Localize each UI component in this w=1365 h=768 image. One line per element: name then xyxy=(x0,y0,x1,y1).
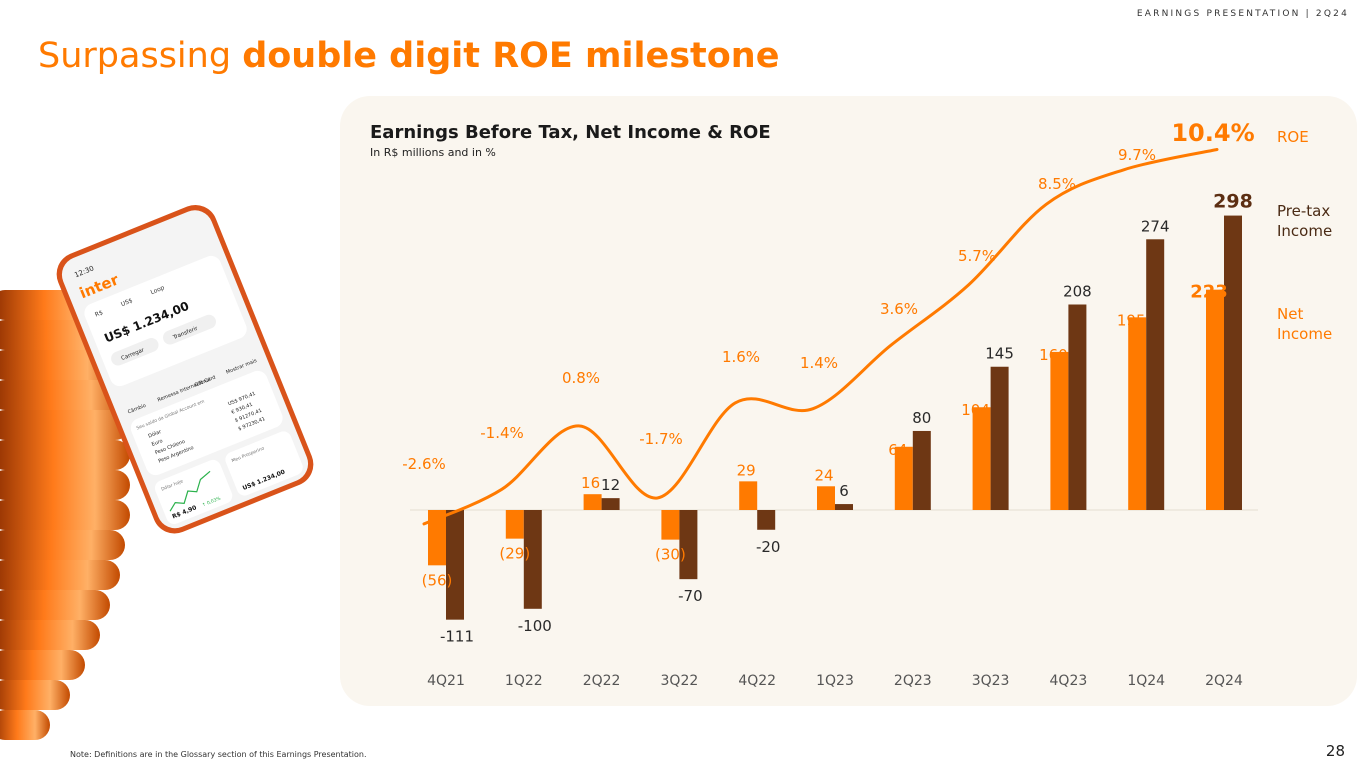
legend-pretax-income: Pre-tax Income xyxy=(1277,201,1332,241)
roe-label-4Q22: 1.6% xyxy=(722,348,760,366)
phone-tab-brl[interactable]: R$ xyxy=(94,309,104,319)
label-pretax-income-1Q24: 274 xyxy=(1141,217,1170,235)
label-net-income-1Q22: (29) xyxy=(499,545,530,563)
label-net-income-2Q23: 64 xyxy=(888,441,907,459)
bar-net-income-4Q23 xyxy=(1050,351,1069,510)
bar-pretax-income-2Q24 xyxy=(1224,215,1242,511)
bar-pretax-income-4Q21 xyxy=(446,510,464,620)
roe-label-1Q23: 1.4% xyxy=(800,354,838,372)
phone-currency-euro: Euro xyxy=(151,438,164,448)
x-tick-1Q23: 1Q23 xyxy=(816,673,854,689)
presentation-tag: EARNINGS PRESENTATION | 2Q24 xyxy=(1136,9,1349,19)
label-net-income-4Q22: 29 xyxy=(737,461,756,479)
legend-roe-label: ROE xyxy=(1277,128,1309,146)
chart-title: Earnings Before Tax, Net Income & ROE xyxy=(370,122,771,143)
bar-pretax-income-3Q23 xyxy=(990,366,1009,510)
label-pretax-income-4Q23: 208 xyxy=(1063,282,1092,300)
label-net-income-1Q23: 24 xyxy=(814,466,833,484)
bar-net-income-4Q21 xyxy=(428,510,446,566)
label-net-income-2Q24: 223 xyxy=(1190,282,1228,303)
x-tick-4Q21: 4Q21 xyxy=(427,673,465,689)
roe-label-2Q24: 10.4% xyxy=(1171,119,1254,147)
bar-net-income-3Q23 xyxy=(972,407,991,510)
legend-net-line1: Net xyxy=(1277,305,1304,323)
roe-label-4Q21: -2.6% xyxy=(402,455,446,473)
bar-pretax-income-1Q24 xyxy=(1146,239,1165,510)
roe-label-2Q22: 0.8% xyxy=(562,369,600,387)
page-title: Surpassing double digit ROE milestone xyxy=(38,36,779,76)
roe-label-4Q23: 8.5% xyxy=(1038,175,1076,193)
bar-pretax-income-1Q22 xyxy=(523,510,542,609)
label-pretax-income-1Q22: -100 xyxy=(518,617,552,635)
label-pretax-income-2Q23: 80 xyxy=(912,409,931,427)
bar-net-income-1Q23 xyxy=(817,486,835,510)
x-tick-2Q23: 2Q23 xyxy=(894,673,932,689)
bar-net-income-1Q22 xyxy=(505,510,524,539)
label-net-income-4Q23: 160 xyxy=(1039,346,1068,364)
label-net-income-1Q24: 195 xyxy=(1117,311,1146,329)
label-pretax-income-3Q22: -70 xyxy=(678,587,703,605)
bar-net-income-2Q23 xyxy=(894,446,913,510)
roe-label-3Q23: 5.7% xyxy=(958,247,996,265)
title-bold: double digit ROE milestone xyxy=(242,36,780,76)
x-tick-4Q22: 4Q22 xyxy=(738,673,776,689)
x-tick-4Q23: 4Q23 xyxy=(1050,673,1088,689)
legend-pretax-line1: Pre-tax xyxy=(1277,202,1331,220)
label-net-income-3Q23: 104 xyxy=(961,401,990,419)
label-pretax-income-3Q23: 145 xyxy=(985,345,1014,363)
label-net-income-2Q22: 16 xyxy=(581,474,600,492)
coil-rings xyxy=(0,290,130,740)
chart-subtitle: In R$ millions and in % xyxy=(370,146,496,159)
bar-net-income-3Q22 xyxy=(661,510,680,540)
label-net-income-3Q22: (30) xyxy=(655,546,686,564)
roe-label-1Q24: 9.7% xyxy=(1118,146,1156,164)
phone-tab-usd[interactable]: US$ xyxy=(120,297,134,308)
label-pretax-income-2Q24: 298 xyxy=(1213,191,1253,213)
label-pretax-income-2Q22: 12 xyxy=(601,476,620,494)
bar-pretax-income-1Q23 xyxy=(835,504,853,510)
bar-pretax-income-2Q22 xyxy=(601,498,620,510)
bar-pretax-income-4Q22 xyxy=(757,510,776,530)
x-tick-1Q24: 1Q24 xyxy=(1127,673,1165,689)
bar-net-income-1Q24 xyxy=(1128,317,1147,510)
roe-label-1Q22: -1.4% xyxy=(480,424,524,442)
legend-net-line2: Income xyxy=(1277,325,1333,343)
phone-illustration: 12:30 inter R$ US$ Loop US$ 1.234,00 Car… xyxy=(0,204,314,740)
page-number: 28 xyxy=(1325,742,1345,760)
phone-device: 12:30 inter R$ US$ Loop US$ 1.234,00 Car… xyxy=(56,204,314,534)
x-tick-2Q22: 2Q22 xyxy=(583,673,621,689)
roe-label-2Q23: 3.6% xyxy=(880,300,918,318)
bar-pretax-income-3Q22 xyxy=(679,510,698,580)
title-light: Surpassing xyxy=(38,36,243,76)
x-tick-2Q24: 2Q24 xyxy=(1205,673,1243,689)
x-tick-3Q23: 3Q23 xyxy=(972,673,1010,689)
chart-panel xyxy=(340,96,1357,706)
label-pretax-income-4Q21: -111 xyxy=(440,628,474,646)
label-net-income-4Q21: (56) xyxy=(422,571,453,589)
bar-net-income-2Q22 xyxy=(583,494,602,510)
x-tick-1Q22: 1Q22 xyxy=(505,673,543,689)
legend-roe: ROE xyxy=(1277,127,1309,147)
roe-line xyxy=(422,147,1219,526)
legend-pretax-line2: Income xyxy=(1277,222,1333,240)
label-pretax-income-1Q23: 6 xyxy=(839,482,849,500)
phone-currency-dolar: Dólar xyxy=(147,428,163,440)
legend-net-income: Net Income xyxy=(1277,304,1332,344)
label-pretax-income-4Q22: -20 xyxy=(756,538,781,556)
bar-pretax-income-2Q23 xyxy=(912,430,931,510)
bar-net-income-2Q24 xyxy=(1206,289,1224,510)
footnote: Note: Definitions are in the Glossary se… xyxy=(70,750,367,759)
phone-tab-loop[interactable]: Loop xyxy=(150,284,166,296)
roe-label-3Q22: -1.7% xyxy=(639,430,683,448)
bar-net-income-4Q22 xyxy=(739,481,758,510)
x-tick-3Q22: 3Q22 xyxy=(661,673,699,689)
bar-pretax-income-4Q23 xyxy=(1068,304,1087,510)
